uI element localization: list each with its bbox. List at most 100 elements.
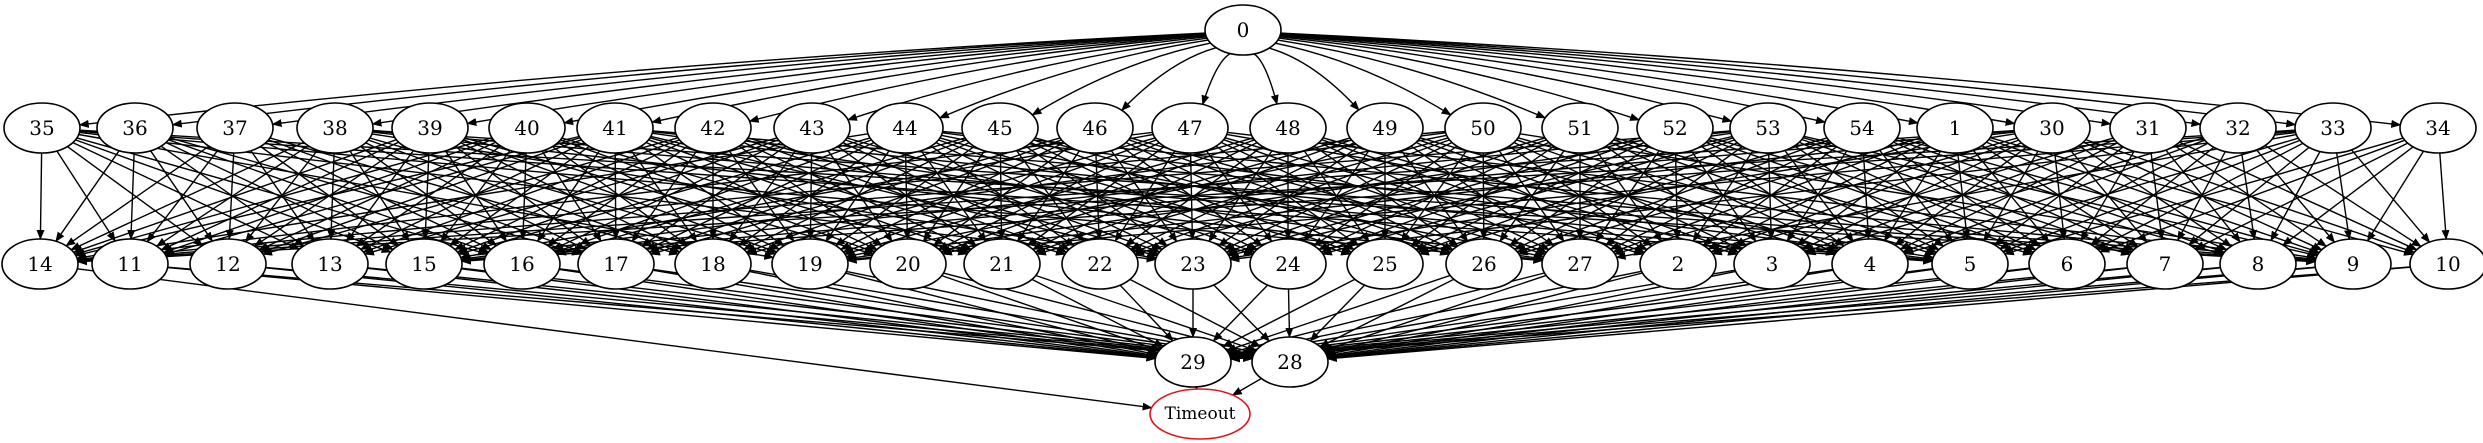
node-26: 26: [1445, 238, 1523, 290]
node-label: 42: [700, 116, 725, 140]
node-shape: [391, 102, 469, 154]
node-label: 25: [1372, 252, 1397, 276]
node-label: 3: [1766, 252, 1779, 276]
edge-33-to-4: [1903, 137, 2299, 256]
node-shape: [1204, 4, 1282, 56]
node-label: 7: [2159, 252, 2172, 276]
node-35: 35: [3, 102, 81, 154]
edge-0-to-49: [1269, 47, 1360, 111]
node-45: 45: [961, 102, 1039, 154]
node-25: 25: [1346, 238, 1424, 290]
node-label: 44: [892, 116, 917, 140]
edge-36-to-12: [150, 150, 213, 243]
edge-54-to-26: [1516, 139, 1829, 253]
edge-34-to-5: [2003, 137, 2404, 256]
node-label: 33: [2320, 116, 2345, 140]
edge-0-to-45: [1031, 42, 1211, 116]
node-label: 13: [317, 252, 342, 276]
edge-36-to-11: [127, 152, 136, 240]
edge-22-to-29: [1119, 284, 1174, 342]
edge-30-to-2: [1710, 139, 2019, 253]
node-shape: [577, 238, 655, 290]
node-label: 23: [1180, 252, 1205, 276]
node-16: 16: [483, 238, 561, 290]
edge-51-to-26: [1499, 150, 1565, 243]
edge-38-to-14: [70, 141, 305, 251]
node-5: 5: [1931, 238, 2009, 290]
edge-44-to-16: [554, 139, 872, 253]
edge-34-to-8: [2282, 146, 2414, 246]
edge-28-to-timeout: [1231, 377, 1262, 396]
edge-0-to-51: [1277, 39, 1547, 119]
edge-31-to-4: [1899, 142, 2118, 250]
node-shape: [96, 102, 174, 154]
node-label: 38: [322, 116, 347, 140]
node-shape: [3, 102, 81, 154]
edge-15-to-29: [461, 268, 1157, 361]
edge-21-to-29: [1031, 278, 1164, 348]
node-shape: [1823, 102, 1901, 154]
node-28: 28: [1251, 336, 1329, 388]
node-label: 12: [215, 252, 240, 276]
node-4: 4: [1831, 238, 1909, 290]
node-label: 48: [1275, 116, 1300, 140]
node-shape: [189, 238, 267, 290]
node-shape: [1931, 238, 2009, 290]
edge-38-to-9: [372, 129, 2317, 265]
node-label: 52: [1662, 116, 1687, 140]
edge-40-to-16: [519, 152, 528, 240]
edge-47-to-19: [842, 139, 1157, 253]
node-20: 20: [869, 238, 947, 290]
edge-0-to-40: [563, 34, 1206, 126]
node-18: 18: [674, 238, 752, 290]
edge-34-to-9: [2366, 150, 2425, 242]
edge-33-to-7: [2188, 146, 2310, 246]
node-49: 49: [1346, 102, 1424, 154]
edge-35-to-12: [66, 146, 204, 246]
edge-34-to-10: [2439, 152, 2450, 240]
node-12: 12: [189, 238, 267, 290]
edge-39-to-11: [160, 141, 399, 251]
node-40: 40: [488, 102, 566, 154]
node-shape: [1636, 102, 1714, 154]
edge-30-to-23: [1228, 133, 2016, 261]
node-shape: [2199, 102, 2277, 154]
node-label: 10: [2435, 252, 2460, 276]
node-shape: [963, 238, 1041, 290]
edge-33-to-27: [1615, 133, 2297, 260]
node-label: 26: [1471, 252, 1496, 276]
edge-24-to-29: [1212, 284, 1269, 342]
edge-31-to-7: [2150, 152, 2165, 241]
edge-30-to-5: [1983, 150, 2039, 242]
node-label: 24: [1275, 252, 1300, 276]
node-shape: [869, 238, 947, 290]
node-shape: [2314, 238, 2392, 290]
node-label: 29: [1180, 350, 1205, 374]
node-label: 35: [29, 116, 54, 140]
edge-38-to-13: [327, 152, 336, 240]
node-shape: [1, 238, 79, 290]
node-shape: [1916, 102, 1994, 154]
node-37: 37: [196, 102, 274, 154]
edge-0-to-1: [1280, 34, 1919, 126]
node-shape: [1541, 238, 1619, 290]
edge-39-to-13: [345, 150, 415, 243]
node-shape: [385, 238, 463, 290]
node-shape: [1346, 238, 1424, 290]
node-50: 50: [1444, 102, 1522, 154]
edge-32-to-5: [1999, 142, 2209, 250]
node-32: 32: [2199, 102, 2277, 154]
edge-31-to-5: [1994, 146, 2124, 246]
node-shape: [1154, 238, 1232, 290]
node-shape: [1251, 336, 1329, 388]
node-42: 42: [674, 102, 752, 154]
node-shape: [296, 102, 374, 154]
node-51: 51: [1541, 102, 1619, 154]
node-0: 0: [1204, 4, 1282, 56]
node-27: 27: [1541, 238, 1619, 290]
node-13: 13: [291, 238, 369, 290]
node-shape: [2126, 238, 2204, 290]
node-41: 41: [576, 102, 654, 154]
node-label: 50: [1470, 116, 1495, 140]
node-shape: [1056, 102, 1134, 154]
